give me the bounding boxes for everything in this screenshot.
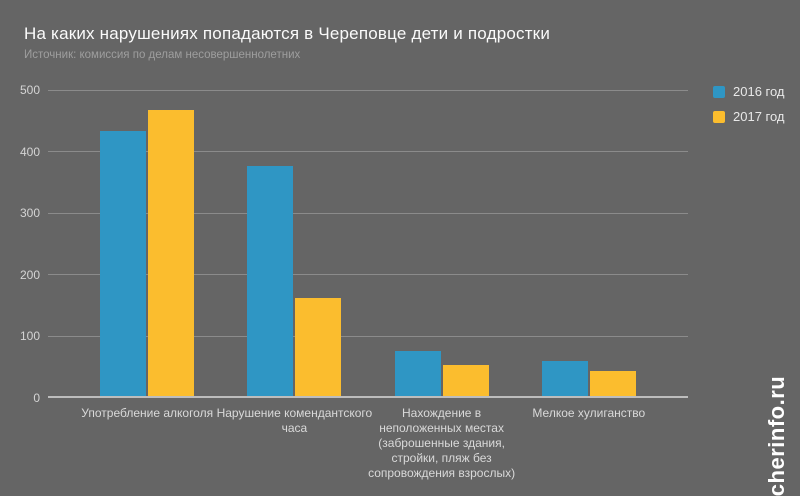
y-axis-label-100: 100 — [19, 329, 40, 344]
legend-label-2017: 2017 год — [733, 109, 785, 124]
plot-area: 0 100 200 300 400 500 Употребление алкоголя Нар… — [20, 83, 688, 480]
x-axis-label-3: Нахождение в неположенных местах (заброшен… — [368, 406, 516, 480]
y-axis-label-0: 0 — [33, 391, 40, 405]
bar-2017-category-2 — [295, 298, 342, 398]
gridline-500 — [48, 89, 688, 91]
legend-swatch-2017 — [713, 110, 725, 123]
gridline-400 — [48, 151, 688, 153]
x-axis-label-2: Нарушение комендантского часа — [216, 406, 373, 435]
bar-2017-category-4 — [589, 370, 636, 398]
bar-2016-category-3 — [394, 351, 441, 398]
x-axis-label-1: Употребление алкоголя — [81, 406, 214, 420]
legend-item-2016: 2016 год — [713, 84, 785, 99]
y-axis-label-300: 300 — [19, 206, 40, 221]
legend: 2016 год 2017 год — [713, 84, 785, 134]
x-axis-label-4: Мелкое хулиганство — [532, 406, 646, 420]
gridline-200 — [48, 274, 688, 276]
bar-2016-category-4 — [541, 361, 588, 398]
watermark: cherinfo.ru — [764, 375, 789, 496]
chart-subtitle: Источник: комиссия по делам несовершенно… — [24, 49, 301, 61]
gridline-0 — [48, 396, 688, 398]
bar-2016-category-2 — [247, 165, 294, 398]
legend-label-2016: 2016 год — [733, 84, 785, 99]
bar-2016-category-1 — [100, 131, 147, 398]
gridline-300 — [48, 212, 688, 214]
legend-item-2017: 2017 год — [713, 109, 785, 124]
bar-2017-category-1 — [148, 109, 195, 398]
y-axis-label-400: 400 — [19, 144, 40, 159]
chart-title: На каких нарушениях попадаются в Черепов… — [24, 24, 551, 43]
legend-swatch-2016 — [713, 85, 725, 98]
bar-2017-category-3 — [442, 365, 489, 398]
gridline-100 — [48, 335, 688, 337]
y-axis-label-200: 200 — [19, 267, 40, 282]
y-axis-label-500: 500 — [19, 83, 40, 97]
